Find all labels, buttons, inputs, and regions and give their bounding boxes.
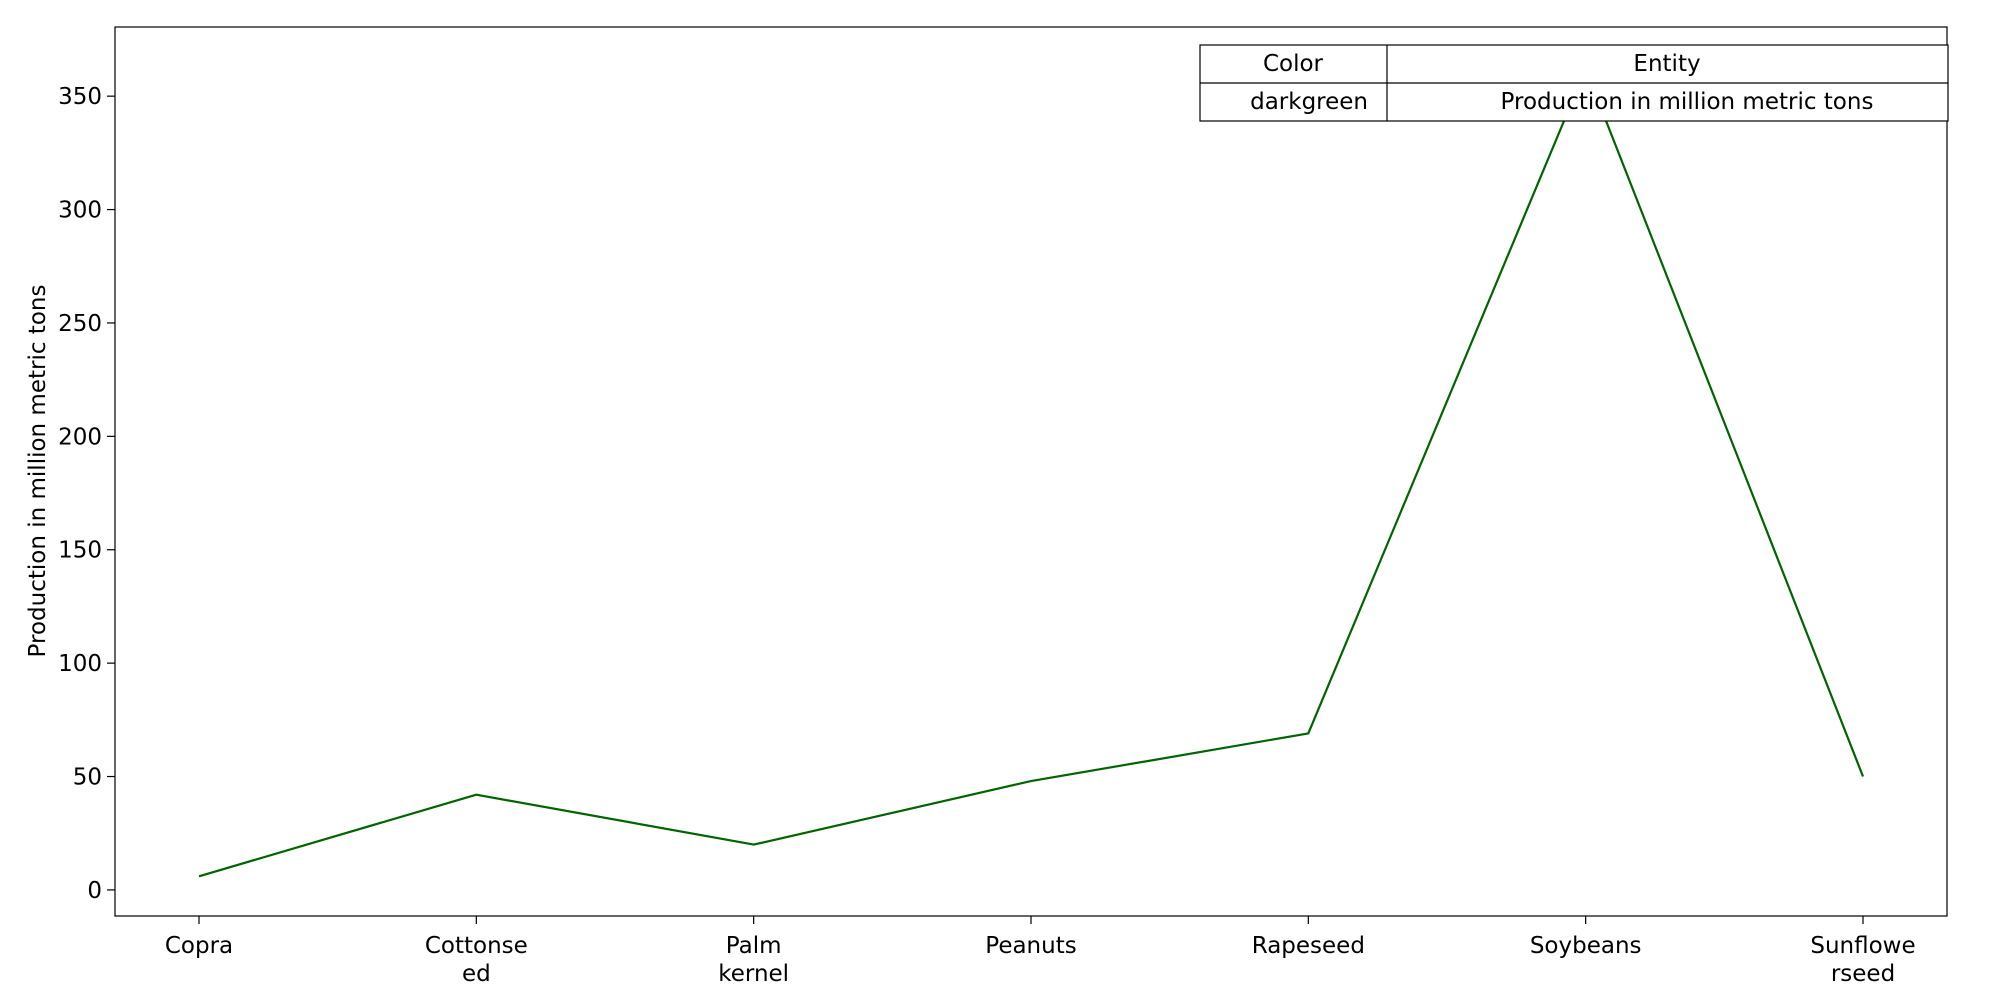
y-tick-label: 300 — [58, 198, 102, 224]
x-tick-label: kernel — [718, 961, 789, 987]
y-tick-label: 350 — [58, 84, 102, 110]
y-tick-label: 0 — [87, 878, 102, 904]
x-tick-label: Copra — [165, 933, 233, 959]
y-tick-label: 200 — [58, 424, 102, 450]
x-tick-label: Peanuts — [985, 933, 1076, 959]
y-tick-label: 50 — [73, 765, 102, 791]
y-axis: 0 50 100 150 200 250 300 350 — [58, 84, 115, 904]
y-tick-label: 250 — [58, 311, 102, 337]
legend-cell-entity: Production in million metric tons — [1501, 89, 1874, 115]
series-line — [198, 67, 1865, 878]
legend-header-color: Color — [1263, 51, 1324, 77]
x-tick-label: Sunflowe — [1810, 933, 1915, 959]
x-tick-label: rseed — [1831, 961, 1895, 987]
x-tick-label: ed — [462, 961, 491, 987]
legend-table: Color Entity darkgreen Production in mil… — [1199, 44, 1949, 122]
x-tick-label: Soybeans — [1530, 933, 1642, 959]
y-tick-label: 150 — [58, 538, 102, 564]
y-tick-label: 100 — [58, 651, 102, 677]
plot-frame — [114, 26, 1948, 917]
legend-cell-color: darkgreen — [1250, 89, 1368, 115]
series-layer — [198, 67, 1865, 878]
x-tick-label: Palm — [726, 933, 782, 959]
legend-header-entity: Entity — [1633, 51, 1700, 77]
x-tick-label: Cottonse — [425, 933, 528, 959]
x-tick-label: Rapeseed — [1252, 933, 1365, 959]
y-axis-title: Production in million metric tons — [25, 285, 51, 658]
